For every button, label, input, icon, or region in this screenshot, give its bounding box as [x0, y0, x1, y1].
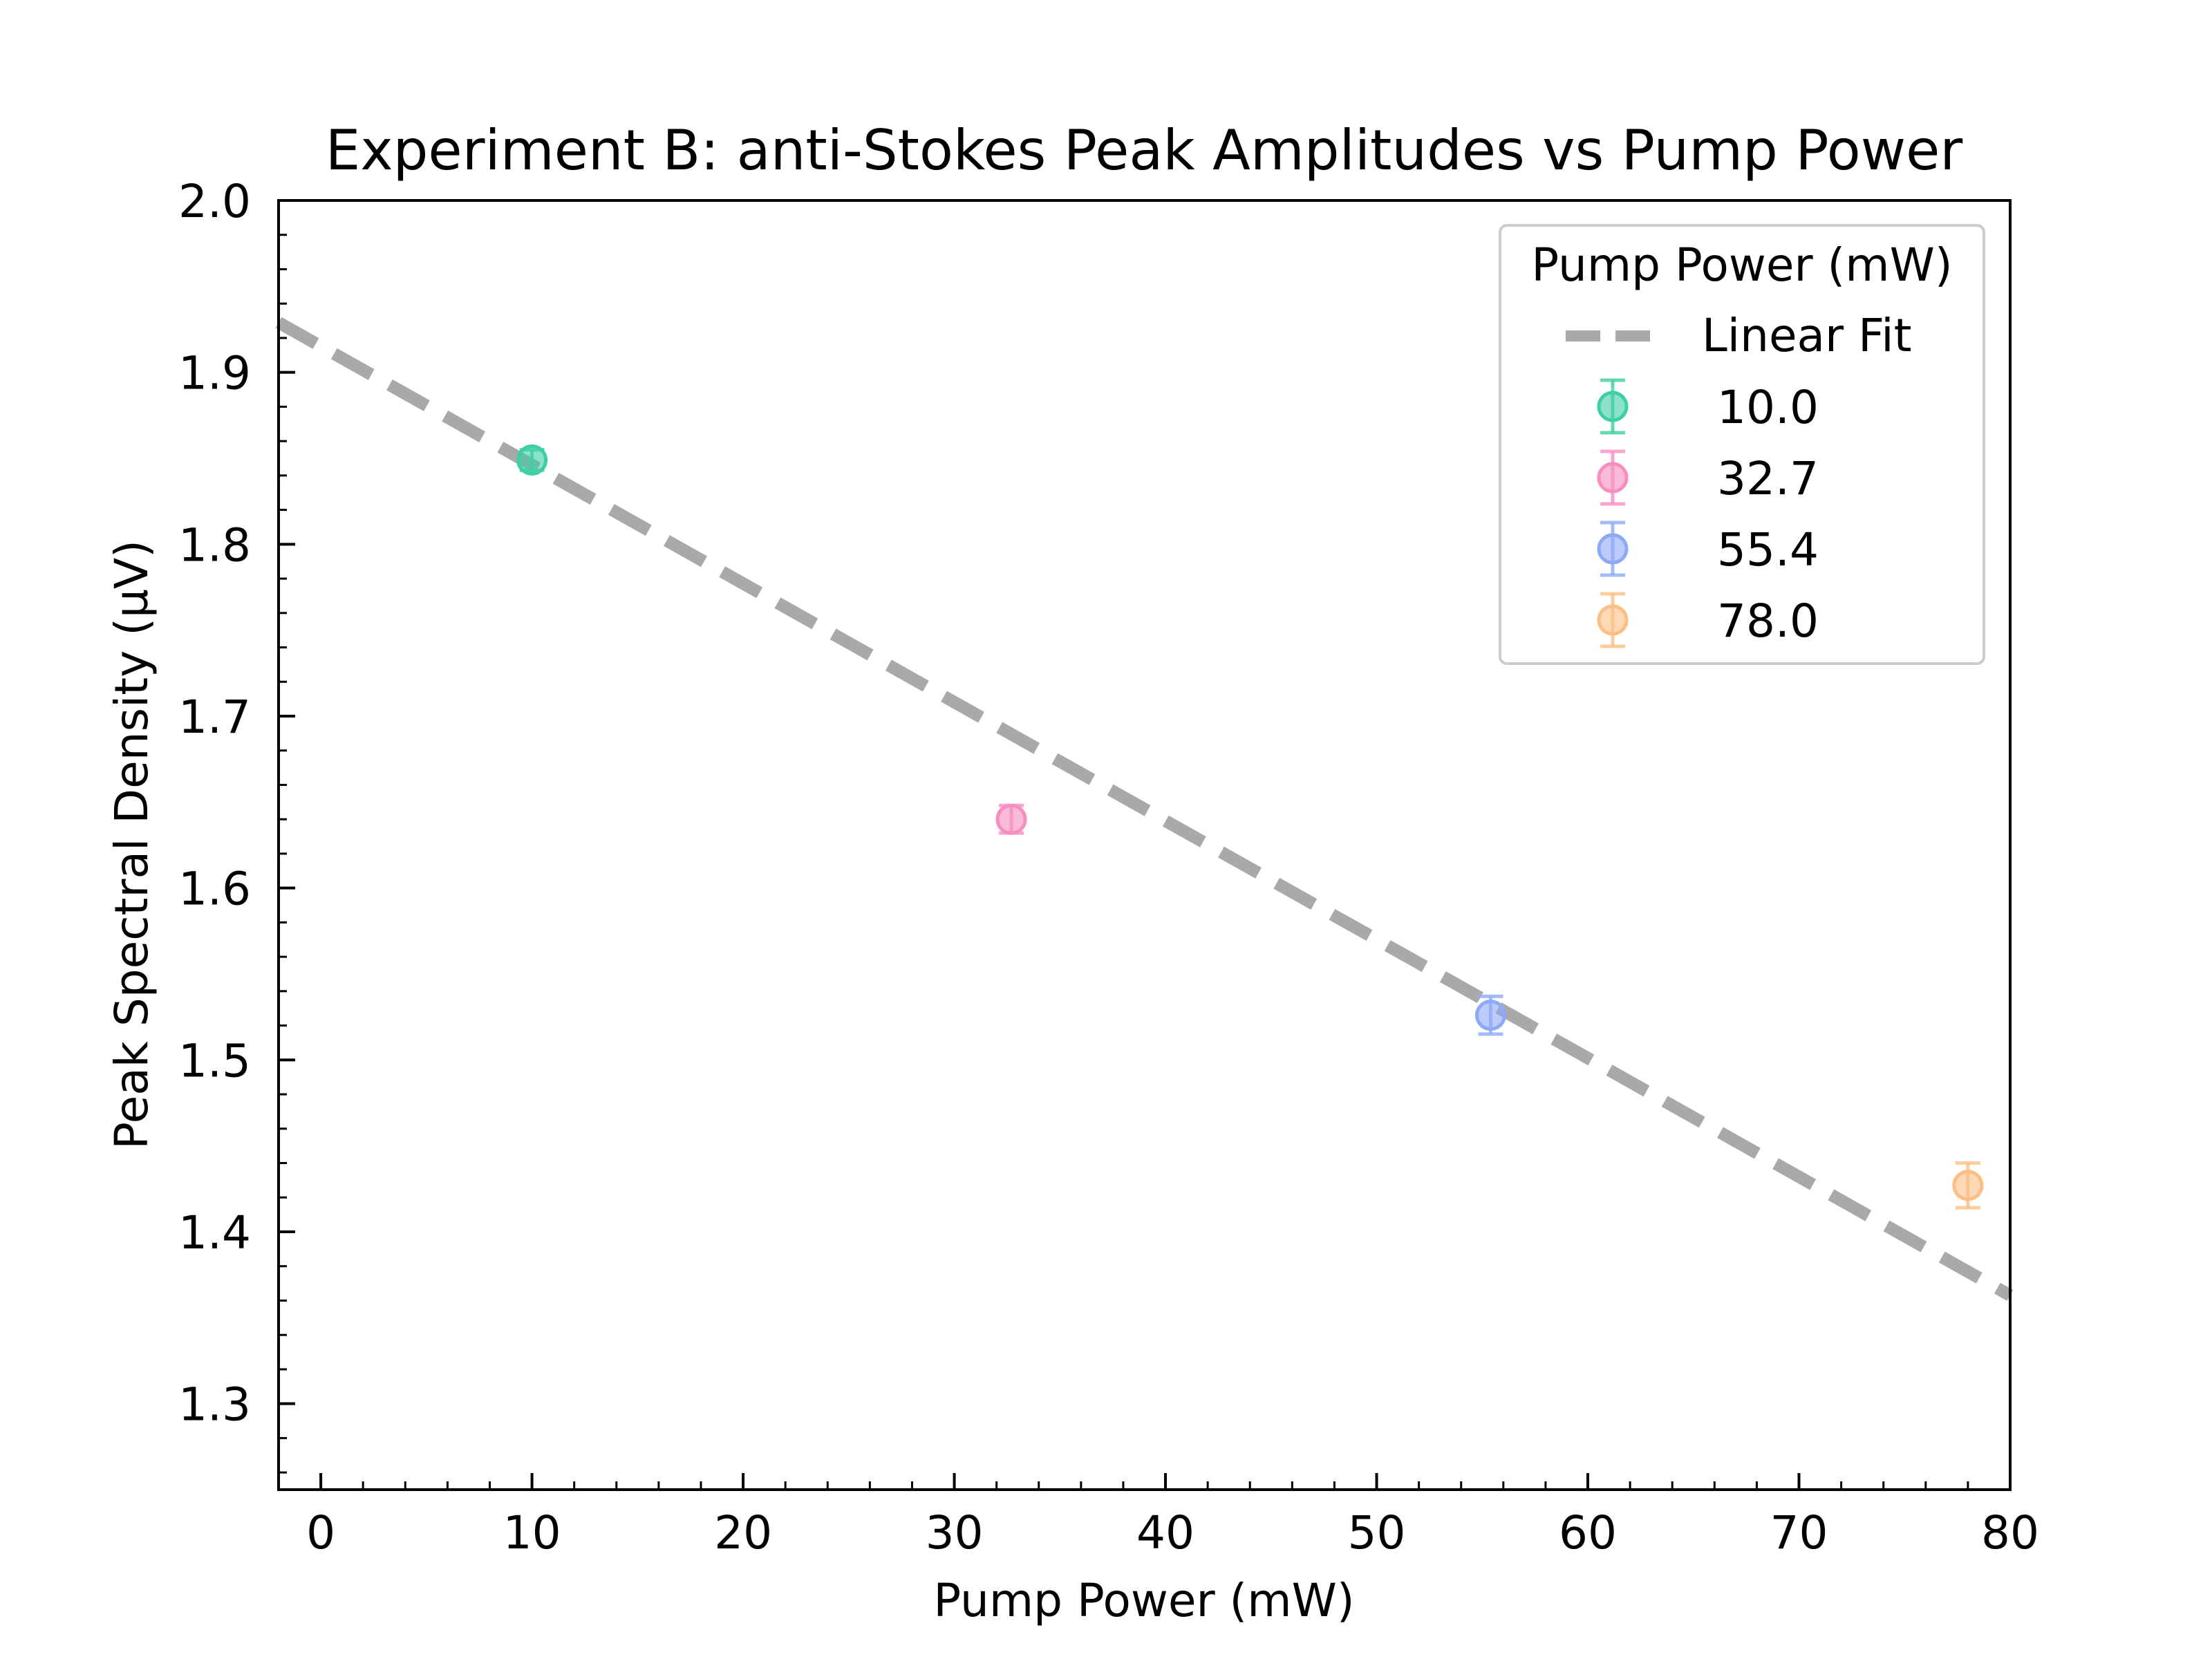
x-tick-label: 70	[1770, 1506, 1828, 1559]
y-tick-label: 1.6	[178, 863, 251, 916]
marker	[516, 444, 548, 476]
y-axis-label: Peak Spectral Density (µV)	[105, 540, 158, 1150]
fit-layer	[275, 317, 2014, 1301]
marker	[1475, 1000, 1506, 1031]
legend-marker	[1597, 462, 1629, 494]
x-tick-label: 40	[1136, 1506, 1194, 1559]
legend-title: Pump Power (mW)	[1531, 238, 1952, 292]
legend-entry: 55.4	[1597, 521, 1819, 577]
points-layer	[516, 444, 1984, 1210]
y-tick-label: 1.4	[178, 1206, 251, 1259]
y-tick-label: 1.8	[178, 518, 251, 572]
x-tick-label: 50	[1348, 1506, 1406, 1559]
x-tick-label: 30	[926, 1506, 984, 1559]
x-axis-label: Pump Power (mW)	[933, 1574, 1354, 1627]
y-tick-label: 1.7	[178, 691, 251, 744]
data-point	[516, 444, 548, 476]
x-tick-label: 20	[714, 1506, 772, 1559]
plot-frame	[277, 199, 2012, 1491]
legend-label: 78.0	[1717, 594, 1819, 648]
legend-label: 55.4	[1717, 523, 1819, 577]
data-point	[1475, 994, 1506, 1036]
fit-line	[275, 317, 2014, 1301]
marker	[995, 803, 1027, 835]
x-tick-label: 60	[1559, 1506, 1617, 1559]
legend-label: 10.0	[1717, 381, 1819, 434]
legend-marker	[1597, 604, 1629, 636]
marker	[1952, 1170, 1984, 1201]
y-axis: 1.3 1.4 1.5 1.6 1.7 1.8 1.9 2.0	[178, 175, 295, 1474]
x-tick-label: 10	[503, 1506, 561, 1559]
y-tick-label: 2.0	[178, 175, 251, 228]
y-tick-label: 1.9	[178, 347, 251, 400]
data-point	[995, 803, 1027, 835]
legend-fit-label: Linear Fit	[1702, 309, 1911, 362]
legend-marker	[1597, 533, 1629, 565]
legend-entry: 78.0	[1597, 592, 1819, 648]
legend: Pump Power (mW) Linear Fit 10.0 32.7 55.4 7…	[1499, 224, 1985, 665]
legend-label: 32.7	[1717, 452, 1819, 505]
legend-entries: 10.0 32.7 55.4 78.0	[1597, 378, 1819, 648]
x-axis: 0 10 20 30 40 50 60 70 80	[306, 1473, 2039, 1559]
x-tick-label: 80	[1981, 1506, 2039, 1559]
legend-entry: 10.0	[1597, 378, 1819, 435]
y-tick-label: 1.3	[178, 1378, 251, 1432]
y-tick-label: 1.5	[178, 1034, 251, 1087]
chart-title: Experiment B: anti-Stokes Peak Amplitude…	[326, 118, 1963, 182]
legend-entry: 32.7	[1597, 449, 1819, 506]
x-tick-label: 0	[306, 1506, 335, 1559]
legend-marker	[1597, 391, 1629, 422]
data-point	[1952, 1161, 1984, 1210]
